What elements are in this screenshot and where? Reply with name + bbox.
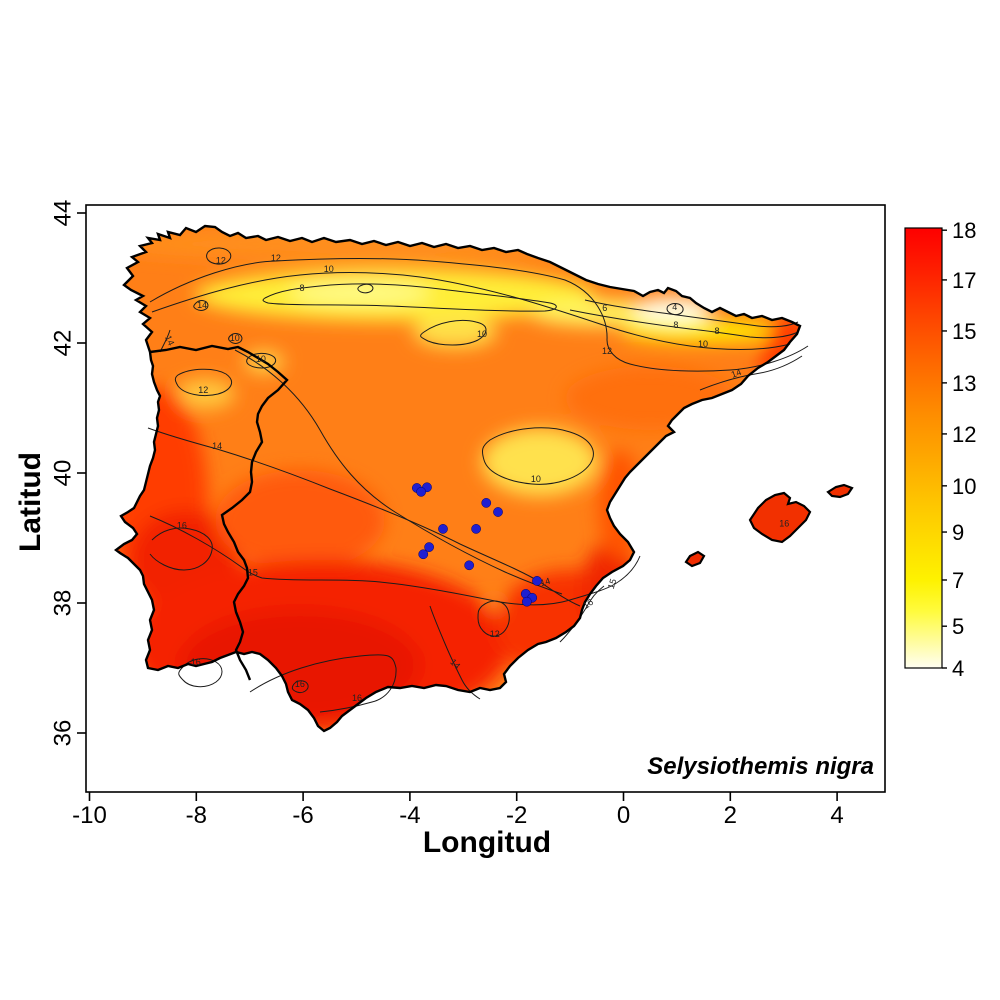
contour-level-label: 14 <box>448 657 462 671</box>
y-tick-label: 40 <box>49 460 76 487</box>
occurrence-point <box>481 498 492 508</box>
x-tick-label: -2 <box>506 802 527 829</box>
colorbar-tick-label: 7 <box>952 568 964 593</box>
x-axis: -10 -8 -6 -4 -2 0 2 4 <box>72 792 844 829</box>
contour-level-label: 16 <box>177 520 187 530</box>
ibiza-island <box>684 550 706 568</box>
occurrence-point <box>464 560 475 571</box>
x-tick-label: 2 <box>724 802 737 829</box>
x-tick-label: -6 <box>292 802 313 829</box>
colorbar-tick-label: 17 <box>952 268 976 293</box>
colorbar-tick-label: 5 <box>952 614 964 639</box>
country-border <box>149 344 289 681</box>
y-tick-label: 44 <box>49 200 76 227</box>
contour-level-label: 8 <box>300 283 305 293</box>
x-tick-label: -4 <box>399 802 420 829</box>
balearic-islands <box>684 483 854 568</box>
x-axis-title: Longitud <box>423 826 551 859</box>
contour-level-label: 10 <box>324 264 334 274</box>
colorbar: 18 17 15 13 12 10 9 7 5 4 <box>904 218 976 681</box>
contour-level-label: 12 <box>198 385 208 395</box>
contour-level-label: 8 <box>714 326 719 336</box>
contour-level-label: 10 <box>230 333 240 343</box>
contour-level-label: 14 <box>212 441 222 451</box>
contour-level-label: 15 <box>606 578 619 591</box>
contour-level-label: 16 <box>295 679 305 689</box>
contour-level-label: 14 <box>539 576 551 588</box>
contour-level-label: 8 <box>673 320 678 330</box>
colorbar-gradient <box>904 227 943 669</box>
contour-labels: 12 12 10 8 14 10 14 10 12 10 10 6 4 8 8 10 12 14 14 14 16 15 1… <box>163 253 789 703</box>
occurrence-point <box>471 524 481 534</box>
contour-level-label: 14 <box>163 334 176 347</box>
contour-level-label: 12 <box>271 253 281 263</box>
colorbar-tick-label: 13 <box>952 371 976 396</box>
occurrence-point <box>424 542 434 552</box>
y-axis-title: Latitud <box>14 452 47 552</box>
contour-level-label: 10 <box>531 474 541 484</box>
contour-level-label: 4 <box>672 302 677 312</box>
colorbar-tick-label: 15 <box>952 319 976 344</box>
x-tick-label: 0 <box>617 802 630 829</box>
mallorca-island <box>748 491 812 544</box>
x-tick-label: -8 <box>186 802 207 829</box>
occurrence-point <box>493 507 503 517</box>
contour-level-label: 12 <box>602 346 612 356</box>
occurrence-points <box>411 482 542 607</box>
contour-level-label: 16 <box>191 657 201 667</box>
menorca-island <box>826 483 854 499</box>
contour-level-label: 16 <box>581 597 595 611</box>
y-axis: 36 38 40 42 44 <box>49 200 86 747</box>
contour-level-label: 10 <box>477 329 487 339</box>
contour-level-label: 10 <box>256 354 266 364</box>
x-tick-label: -10 <box>72 802 107 829</box>
colorbar-tick-label: 10 <box>952 474 976 499</box>
colorbar-ticks: 18 17 15 13 12 10 9 7 5 4 <box>942 218 976 681</box>
y-tick-label: 42 <box>49 330 76 357</box>
y-tick-label: 38 <box>49 590 76 617</box>
contour-level-label: 15 <box>248 568 258 578</box>
contour-level-label: 10 <box>698 339 708 349</box>
contour-level-label: 16 <box>352 693 362 703</box>
x-tick-label: 4 <box>830 802 843 829</box>
contour-level-label: 14 <box>197 300 207 310</box>
coastline <box>114 224 802 733</box>
contour-level-label: 12 <box>490 629 500 639</box>
occurrence-point <box>418 549 429 560</box>
y-tick-label: 36 <box>49 720 76 747</box>
occurrence-point <box>532 576 542 586</box>
contour-level-label: 12 <box>216 256 226 266</box>
colorbar-tick-label: 12 <box>952 422 976 447</box>
contour-level-label: 16 <box>779 518 789 528</box>
colorbar-tick-label: 4 <box>952 656 964 681</box>
colorbar-tick-label: 18 <box>952 218 976 243</box>
species-label: Selysiothemis nigra <box>647 753 874 780</box>
occurrence-point <box>521 596 532 607</box>
colorbar-tick-label: 9 <box>952 520 964 545</box>
contour-level-label: 6 <box>602 303 607 313</box>
occurrence-point <box>438 524 448 534</box>
occurrence-point <box>416 487 426 497</box>
contour-level-label: 14 <box>730 367 743 380</box>
